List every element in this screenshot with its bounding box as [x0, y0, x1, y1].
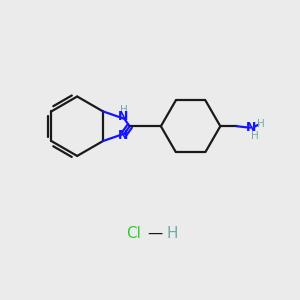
Text: H: H — [167, 226, 178, 241]
Text: H: H — [256, 119, 264, 129]
Text: N: N — [118, 110, 128, 123]
Text: H: H — [120, 106, 128, 116]
Text: N: N — [118, 129, 128, 142]
Text: H: H — [250, 131, 258, 141]
Text: Cl: Cl — [126, 226, 141, 241]
Text: —: — — [147, 226, 162, 241]
Text: N: N — [245, 121, 256, 134]
